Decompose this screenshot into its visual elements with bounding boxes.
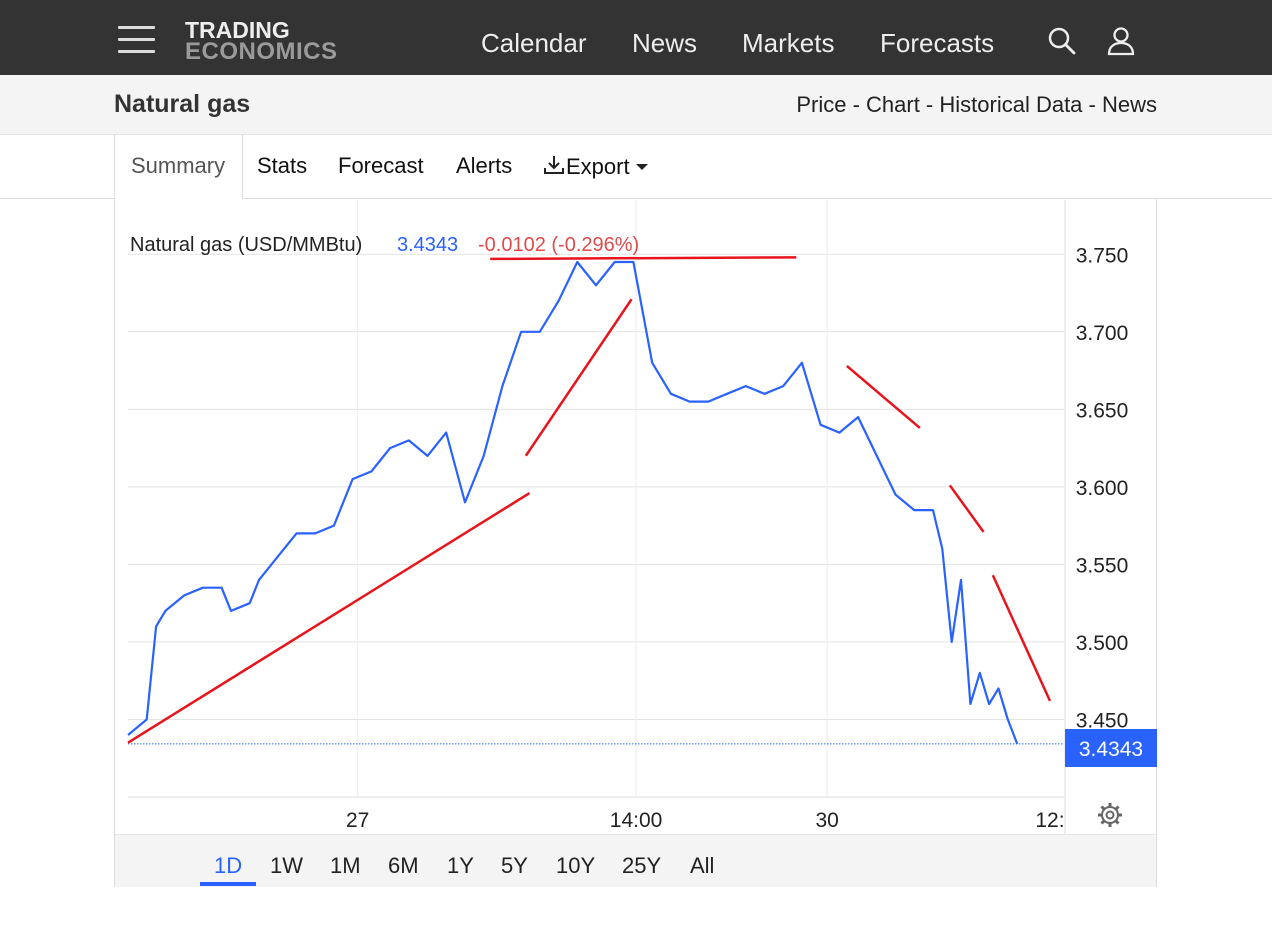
link-price[interactable]: Price bbox=[796, 92, 847, 117]
y-axis-labels: 3.750 3.700 3.650 3.600 3.550 3.500 3.450 bbox=[1076, 244, 1129, 732]
range-1y[interactable]: 1Y bbox=[447, 853, 474, 878]
y-tick-label: 3.550 bbox=[1076, 554, 1129, 577]
y-tick-label: 3.600 bbox=[1076, 477, 1129, 500]
trendline[interactable] bbox=[524, 298, 633, 457]
brand-logo[interactable]: TRADING ECONOMICS bbox=[185, 17, 338, 65]
link-chart[interactable]: Chart bbox=[866, 92, 920, 117]
brand-line-2: ECONOMICS bbox=[185, 38, 338, 65]
range-6m[interactable]: 6M bbox=[388, 853, 419, 878]
range-1w[interactable]: 1W bbox=[270, 853, 303, 878]
trendline[interactable] bbox=[991, 574, 1052, 702]
top-navigation-bar: TRADING ECONOMICS Calendar News Markets … bbox=[0, 0, 1272, 75]
range-selector: 1D 1W 1M 6M 1Y 5Y 10Y 25Y All bbox=[115, 834, 1156, 887]
chart-legend-change: -0.0102 (-0.296%) bbox=[478, 234, 639, 256]
search-icon[interactable] bbox=[1047, 26, 1077, 61]
tab-alerts[interactable]: Alerts bbox=[456, 153, 513, 178]
breadcrumb-links: Price - Chart - Historical Data - News bbox=[796, 92, 1157, 118]
y-tick-label: 3.700 bbox=[1076, 322, 1129, 345]
range-1m[interactable]: 1M bbox=[330, 853, 361, 878]
export-label: Export bbox=[566, 154, 630, 179]
range-all[interactable]: All bbox=[690, 853, 715, 878]
nav-calendar[interactable]: Calendar bbox=[481, 28, 587, 58]
range-10y[interactable]: 10Y bbox=[556, 853, 596, 878]
caret-down-icon bbox=[635, 164, 648, 170]
x-tick-label: 30 bbox=[816, 809, 839, 832]
tab-summary-label: Summary bbox=[131, 153, 226, 178]
price-tag-box bbox=[1065, 729, 1157, 767]
y-tick-label: 3.650 bbox=[1076, 399, 1129, 422]
y-tick-label: 3.450 bbox=[1076, 709, 1129, 732]
nav-forecasts[interactable]: Forecasts bbox=[880, 28, 995, 58]
separator: - bbox=[919, 92, 940, 117]
price-series-line bbox=[127, 260, 1019, 745]
range-1d[interactable]: 1D bbox=[214, 853, 243, 878]
chart-grid bbox=[128, 200, 1066, 834]
x-axis-labels: 27 14:00 30 12: bbox=[346, 809, 1065, 832]
gear-icon[interactable] bbox=[1098, 803, 1122, 827]
drawn-trendlines bbox=[127, 256, 1052, 744]
nav-markets[interactable]: Markets bbox=[742, 28, 835, 58]
tab-stats[interactable]: Stats bbox=[257, 153, 308, 178]
y-tick-label: 3.750 bbox=[1076, 244, 1129, 267]
trendline[interactable] bbox=[948, 484, 985, 533]
y-tick-label: 3.500 bbox=[1076, 632, 1129, 655]
active-range-indicator bbox=[200, 882, 256, 886]
tab-forecast[interactable]: Forecast bbox=[338, 153, 424, 178]
link-historical-data[interactable]: Historical Data bbox=[939, 92, 1083, 117]
brand-line-1: TRADING bbox=[185, 17, 290, 43]
range-25y[interactable]: 25Y bbox=[622, 853, 662, 878]
x-tick-label: 14:00 bbox=[610, 809, 663, 832]
page-title: Natural gas bbox=[114, 90, 251, 118]
x-tick-label: 27 bbox=[346, 809, 369, 832]
trendline[interactable] bbox=[490, 256, 797, 261]
export-button[interactable]: Export bbox=[542, 153, 648, 180]
trendline[interactable] bbox=[127, 492, 531, 744]
trendline[interactable] bbox=[846, 364, 921, 429]
instrument-header: Natural gas Price - Chart - Historical D… bbox=[0, 75, 1272, 135]
separator: - bbox=[1082, 92, 1102, 117]
chart-legend-price: 3.4343 bbox=[397, 234, 458, 256]
tab-bar: Summary Stats Forecast Alerts Export bbox=[0, 135, 1272, 199]
tab-summary[interactable]: Summary bbox=[114, 135, 243, 199]
x-tick-label: 12: bbox=[1035, 809, 1064, 832]
nav-news[interactable]: News bbox=[632, 28, 698, 58]
user-icon[interactable] bbox=[1106, 26, 1136, 61]
link-news[interactable]: News bbox=[1101, 92, 1157, 117]
separator: - bbox=[846, 92, 867, 117]
download-icon bbox=[544, 156, 564, 174]
menu-icon[interactable] bbox=[118, 26, 155, 54]
range-5y[interactable]: 5Y bbox=[501, 853, 528, 878]
chart-legend-title: Natural gas (USD/MMBtu) bbox=[130, 234, 362, 256]
price-tag-label: 3.4343 bbox=[1079, 738, 1143, 761]
